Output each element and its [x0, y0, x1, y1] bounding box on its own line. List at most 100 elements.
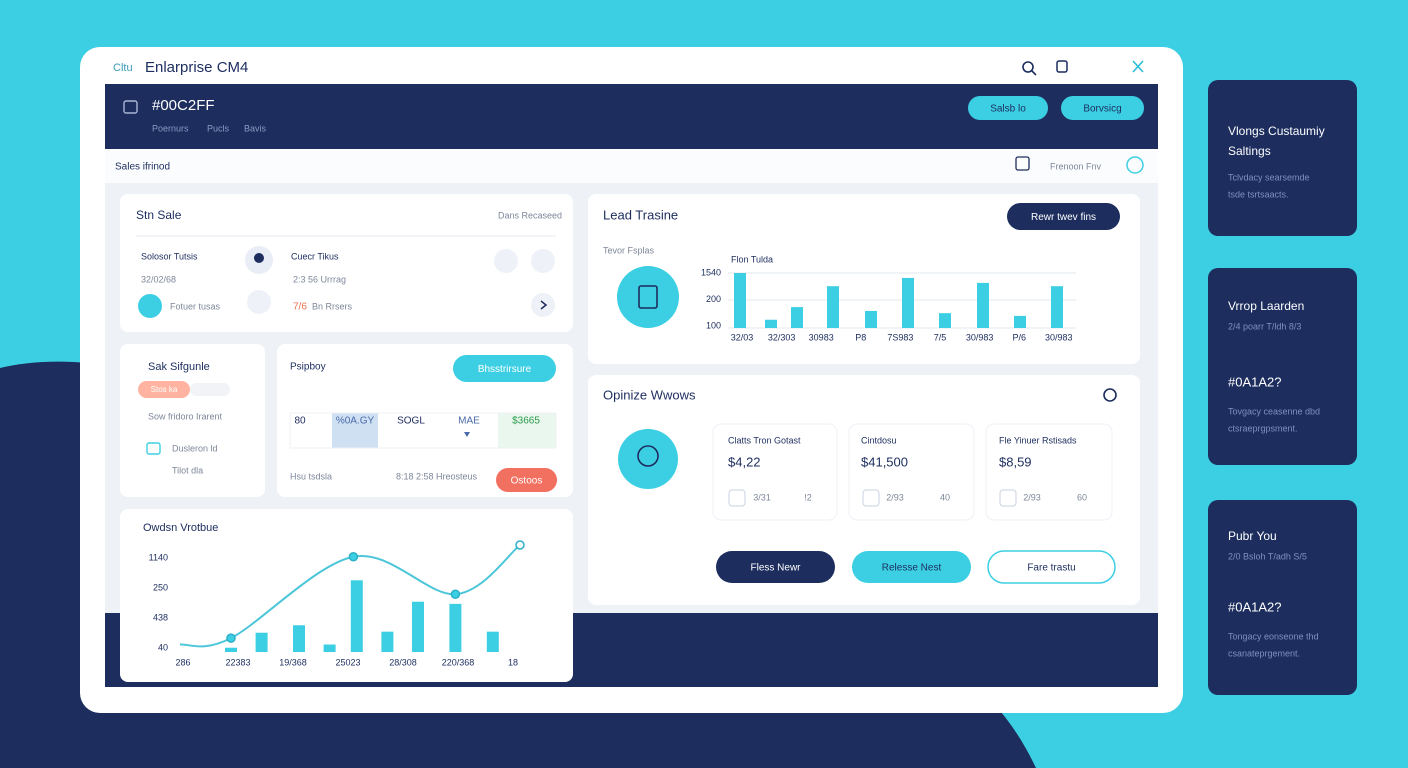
icon-button[interactable] [494, 249, 518, 273]
bar [293, 625, 305, 652]
panel-title: Vrrop Laarden [1228, 299, 1304, 313]
bar [381, 631, 394, 652]
button-label[interactable]: Salsb lo [990, 104, 1026, 115]
label: 2/93 [886, 492, 904, 502]
display-card [277, 344, 573, 497]
label: Fle Yinuer Rstisads [999, 435, 1077, 445]
label: Fotuer tusas [170, 301, 221, 311]
label: Clatts Tron Gotast [728, 435, 801, 445]
link[interactable]: Dans Recaseed [498, 210, 562, 220]
label: Solosor Tutsis [141, 251, 198, 261]
x-tick-label: 32/03 [731, 332, 754, 342]
table-row [289, 412, 557, 449]
cell-highlight [332, 413, 378, 448]
table-cell: $3665 [512, 416, 540, 427]
point [226, 633, 236, 643]
button[interactable] [987, 550, 1116, 584]
x-tick-label: 286 [175, 657, 190, 667]
share-icon[interactable] [1056, 60, 1068, 73]
bar [350, 580, 363, 652]
gear-icon[interactable] [1103, 388, 1117, 402]
table-cell: 80 [294, 416, 306, 427]
button[interactable] [453, 355, 556, 382]
close-icon[interactable] [1132, 60, 1144, 73]
side-panels [1208, 80, 1357, 695]
card-title: Psipboy [290, 362, 326, 373]
legend: Flon Tulda [731, 254, 773, 264]
side-panel [1208, 80, 1357, 236]
x-tick-label: 7/5 [934, 332, 947, 342]
x-tick-label: 22383 [225, 657, 250, 667]
bar [827, 286, 839, 328]
button[interactable] [852, 551, 971, 583]
button-label[interactable]: Fare trastu [1027, 563, 1075, 574]
arrow-button[interactable] [531, 293, 555, 317]
button-label[interactable]: Ostoos [511, 476, 543, 487]
point [348, 552, 359, 562]
x-tick-label: 18 [508, 657, 518, 667]
button-label[interactable]: Bhsstrirsure [478, 364, 532, 375]
x-tick-label: 19/368 [279, 657, 307, 667]
button[interactable] [496, 468, 557, 492]
bar [225, 647, 237, 652]
x-tick-label: 30/983 [966, 332, 994, 342]
y-tick-label: 1540 [701, 267, 721, 277]
bar [449, 603, 462, 652]
y-tick-label: 40 [158, 642, 168, 652]
decor [123, 60, 1144, 521]
y-tick-label: 1140 [149, 552, 168, 562]
x-tick-label: 30/983 [1045, 332, 1073, 342]
tile [712, 423, 838, 521]
bar [734, 273, 746, 328]
tile [848, 423, 975, 521]
app-title: Enlarprise CM4 [145, 59, 248, 76]
search-icon[interactable] [1022, 61, 1034, 73]
x-tick-label: 7S983 [887, 332, 913, 342]
panel-code: #0A1A2? [1228, 374, 1282, 389]
button-label[interactable]: Relesse Nest [882, 563, 942, 574]
bar [255, 632, 268, 652]
card-title: Stn Sale [136, 208, 182, 222]
label: tsde tsrtsaacts. [1228, 189, 1289, 199]
x-tick-label: 220/368 [442, 657, 475, 667]
nav-item[interactable]: Pucls [207, 123, 230, 133]
y-tick-label: 200 [706, 294, 721, 304]
lead-icon [617, 266, 679, 328]
button[interactable] [1061, 96, 1144, 120]
icon-button[interactable] [531, 249, 555, 273]
tile-icon [862, 489, 880, 507]
icon-button[interactable] [247, 290, 271, 314]
button-label[interactable]: Rewr twev fins [1031, 212, 1096, 223]
calendar-icon[interactable] [1015, 156, 1030, 171]
label: 2:3 56 Urrrag [293, 274, 346, 284]
side-panel [1208, 268, 1357, 465]
header-icon [123, 100, 138, 114]
label: Tovgacy ceasenne dbd [1228, 406, 1320, 416]
bar [486, 631, 499, 652]
bar [1014, 315, 1026, 328]
button-label[interactable]: Borvsicg [1083, 104, 1121, 115]
help-icon[interactable] [1126, 156, 1144, 174]
y-tick-label: 250 [153, 582, 168, 592]
label: 40 [940, 492, 950, 502]
label: Cltu [113, 62, 133, 74]
bar [412, 601, 424, 652]
button[interactable] [968, 96, 1048, 120]
nav-item[interactable]: Bavis [244, 123, 267, 133]
card-title: Sak Sifgunle [148, 361, 210, 373]
cell-highlight [498, 413, 556, 448]
bar [323, 644, 336, 652]
toolbar [105, 150, 1158, 183]
tile [985, 423, 1113, 521]
x-tick-label: 25023 [335, 657, 360, 667]
button[interactable] [716, 551, 835, 583]
tile-icon [999, 489, 1017, 507]
filter[interactable]: Frenoon Fnv [1050, 161, 1102, 171]
nav-item[interactable]: Poernurs [152, 123, 189, 133]
section-title: Sales ifrinod [115, 162, 170, 173]
label: Stos ka [151, 385, 178, 394]
bar [791, 307, 803, 328]
button-label[interactable]: Fless Newr [750, 563, 801, 574]
button[interactable] [1007, 203, 1120, 230]
chart-title: Lead Trasine [603, 207, 678, 222]
